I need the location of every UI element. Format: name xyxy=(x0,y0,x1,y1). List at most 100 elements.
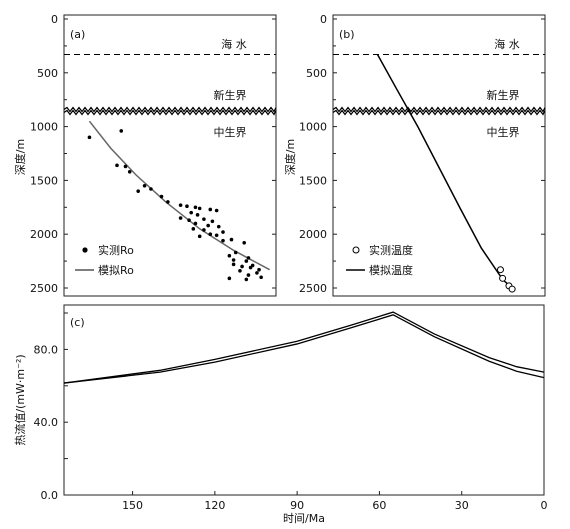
panel-a-point-41 xyxy=(238,268,242,273)
panel-a-point-10 xyxy=(178,203,183,207)
panel-a-point-29 xyxy=(214,233,219,238)
panel-a-point-11 xyxy=(185,204,189,209)
panel-a-point-45 xyxy=(227,276,232,281)
panel-c-ytick-label-2: 40.0 xyxy=(34,416,59,429)
panel-c-series-0 xyxy=(63,311,545,384)
panel-b-unconformity-line-2 xyxy=(332,109,546,116)
panel-a-point-20 xyxy=(187,218,191,223)
panel-b-simulated-line xyxy=(376,54,514,290)
panel-b-point-3 xyxy=(508,285,516,293)
panel-a-legend-line-label: 模拟Ro xyxy=(98,263,134,277)
panel-a-point-8 xyxy=(159,194,164,199)
panel-c: (c) 热流值/(mW·m⁻²) 时间/Ma 150 120 90 60 30 0 0.0 4… xyxy=(13,304,548,525)
panel-a-point-49 xyxy=(248,265,253,270)
panel-a-point-13 xyxy=(197,206,202,211)
panel-a-point-44 xyxy=(259,275,263,280)
panel-c-xtick-label-1: 120 xyxy=(204,499,225,512)
panel-b-ytick-label-4: 2000 xyxy=(299,228,327,241)
panel-a-point-17 xyxy=(195,213,200,217)
panel-a-point-22 xyxy=(193,221,198,226)
panel-a-point-9 xyxy=(166,200,170,204)
panel-a-point-42 xyxy=(255,271,259,275)
panel-a-point-31 xyxy=(229,237,234,242)
panel-c-xlabel: 时间/Ma xyxy=(283,512,325,525)
panel-a-point-34 xyxy=(233,250,238,255)
panel-b-ytick-label-0: 0 xyxy=(320,13,327,26)
panel-b-ytick-label-3: 1500 xyxy=(299,174,327,187)
panel-a-legend-points-label: 实测Ro xyxy=(98,243,134,257)
panel-a-point-6 xyxy=(149,187,153,191)
panel-a-point-28 xyxy=(208,232,213,236)
panel-a-point-48 xyxy=(231,258,236,262)
panel-a-point-15 xyxy=(214,208,219,213)
panel-c-series-1 xyxy=(63,314,545,384)
panel-a-point-36 xyxy=(246,256,251,260)
panel-a-point-32 xyxy=(221,238,225,243)
panel-a-ytick-label-5: 2500 xyxy=(30,282,58,295)
panel-a-point-12 xyxy=(193,205,198,210)
panel-a-cenozoic-label: 新生界 xyxy=(214,88,247,102)
panel-a-point-16 xyxy=(189,210,193,215)
panel-a-point-25 xyxy=(191,227,196,231)
panel-a-point-1 xyxy=(119,129,124,133)
panel-b-mesozoic-label: 中生界 xyxy=(487,125,520,139)
panel-a-point-37 xyxy=(244,259,249,263)
panel-a-point-19 xyxy=(202,217,206,221)
panel-a-point-35 xyxy=(227,253,232,258)
panel-b-point-0 xyxy=(496,266,504,274)
panel-a-sea-label: 海 水 xyxy=(221,37,247,51)
panel-a-unconformity-line-2 xyxy=(63,109,277,116)
panel-a-point-21 xyxy=(210,219,215,224)
panel-c-xtick-label-5: 0 xyxy=(541,499,548,512)
panel-c-xtick-label-3: 60 xyxy=(372,499,386,512)
panel-b-legend-points-label: 实测温度 xyxy=(369,243,413,257)
panel-a-point-3 xyxy=(123,164,128,169)
panel-a-ytick-label-3: 1500 xyxy=(30,174,58,187)
panel-b-ytick-label-1: 500 xyxy=(306,67,327,80)
panel-b-unconformity-line xyxy=(332,106,546,113)
panel-b-point-1 xyxy=(499,274,507,282)
panel-a-point-27 xyxy=(221,230,225,234)
panel-c-xtick-label-2: 90 xyxy=(290,499,304,512)
panel-b-sea-label: 海 水 xyxy=(494,37,520,51)
panel-a-point-7 xyxy=(136,189,140,193)
panel-a-ytick-label-0: 0 xyxy=(51,13,58,26)
panel-a-point-33 xyxy=(242,241,246,245)
panel-a-ytick-label-4: 2000 xyxy=(30,228,58,241)
panel-a-point-26 xyxy=(202,228,206,232)
panel-a-point-18 xyxy=(178,216,183,220)
panel-a: (a) 深度/m 海 水 新生界 中生界 实测Ro 模拟Ro 0 500 1000 1… xyxy=(13,13,277,297)
panel-a-mesozoic-label: 中生界 xyxy=(214,125,247,139)
panel-c-ytick-label-4: 80.0 xyxy=(34,343,59,356)
panel-a-point-47 xyxy=(257,267,261,272)
panel-a-point-4 xyxy=(127,169,132,174)
panel-a-point-24 xyxy=(216,224,221,229)
panel-b-cenozoic-label: 新生界 xyxy=(487,88,520,102)
panel-a-point-0 xyxy=(87,135,92,140)
panel-a-point-43 xyxy=(246,273,251,277)
panel-b-ytick-label-2: 1000 xyxy=(299,121,327,134)
panel-a-ytick-label-1: 500 xyxy=(37,67,58,80)
panel-b-label: (b) xyxy=(339,28,355,41)
panel-b-frame xyxy=(332,14,546,297)
panel-c-frame xyxy=(63,304,545,496)
panel-b-legend-marker-points xyxy=(352,246,360,254)
panel-a-ytick-label-2: 1000 xyxy=(30,121,58,134)
panel-a-point-40 xyxy=(240,264,244,269)
panel-a-point-30 xyxy=(197,234,202,239)
panel-a-point-14 xyxy=(208,207,213,212)
panel-b: (b) 深度/m 海 水 新生界 中生界 实测温度 模拟温度 0 500 1000 1… xyxy=(283,13,546,297)
panel-c-label: (c) xyxy=(70,316,85,329)
panel-a-simulated-line xyxy=(88,120,270,271)
panel-b-legend-line-label: 模拟温度 xyxy=(369,263,413,277)
panel-b-ylabel: 深度/m xyxy=(283,139,297,175)
panel-a-point-23 xyxy=(206,223,210,228)
panel-a-frame xyxy=(63,14,277,297)
panel-a-unconformity-line xyxy=(63,106,277,113)
panel-c-ylabel: 热流值/(mW·m⁻²) xyxy=(13,354,27,445)
panel-a-legend-marker-points xyxy=(82,247,88,253)
panel-a-point-38 xyxy=(231,262,236,267)
panel-a-point-5 xyxy=(142,183,147,188)
panel-a-ylabel: 深度/m xyxy=(13,139,27,175)
panel-a-label: (a) xyxy=(70,28,85,41)
